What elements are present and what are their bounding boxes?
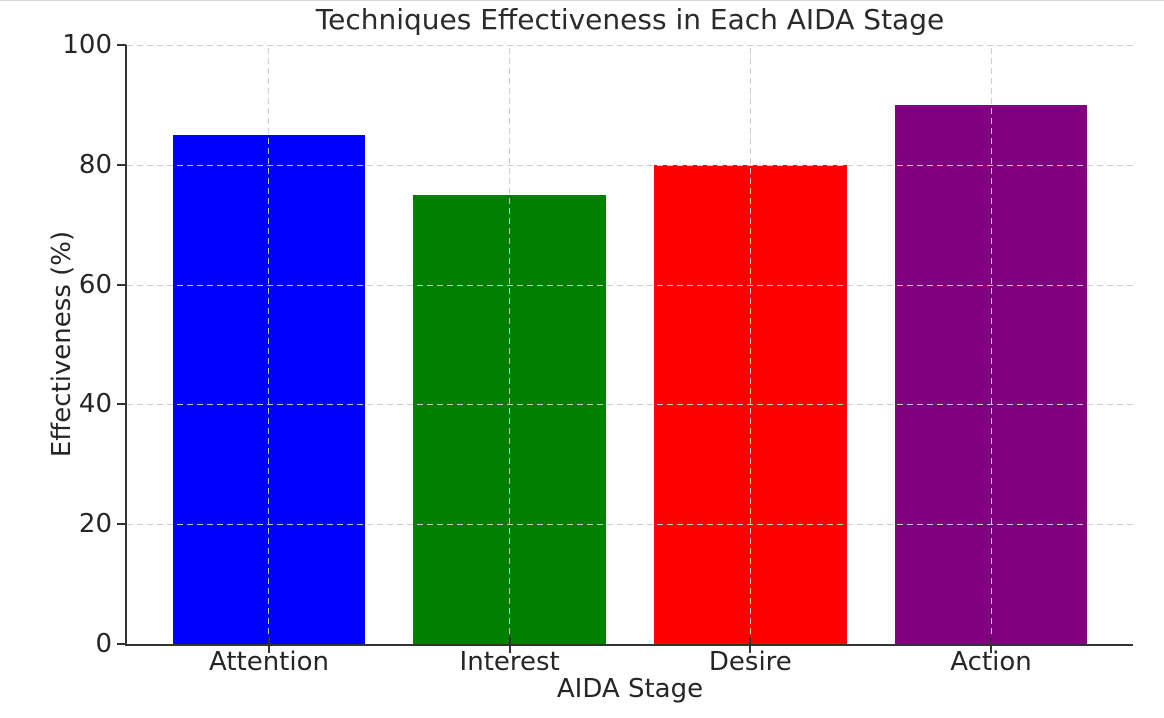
y-tick-label: 80 [78, 149, 112, 180]
x-tick-mark [267, 637, 270, 653]
y-tick-mark [117, 643, 126, 645]
x-axis-label: AIDA Stage [556, 674, 704, 704]
y-axis-label: Effectiveness (%) [47, 230, 77, 458]
y-tick-label: 0 [95, 629, 112, 659]
y-tick-label: 40 [78, 389, 112, 420]
y-tick-mark [117, 163, 126, 166]
y-tick-mark [117, 403, 126, 406]
gridline-horizontal [127, 45, 1133, 46]
x-tick-mark [990, 637, 992, 653]
y-tick-mark [117, 523, 126, 526]
bar-interest [413, 194, 606, 644]
y-tick-label: 20 [78, 509, 112, 540]
bar-desire [654, 164, 847, 644]
x-tick-mark [749, 637, 752, 653]
bar-action [894, 104, 1088, 644]
y-tick-label: 60 [78, 269, 112, 300]
plot-area [125, 45, 1133, 646]
chart-title: Techniques Effectiveness in Each AIDA St… [315, 3, 945, 36]
bar-attention [172, 134, 366, 644]
y-tick-mark [117, 44, 126, 46]
y-tick-mark [117, 283, 126, 286]
y-tick-label: 100 [62, 30, 112, 60]
x-tick-mark [508, 637, 511, 653]
